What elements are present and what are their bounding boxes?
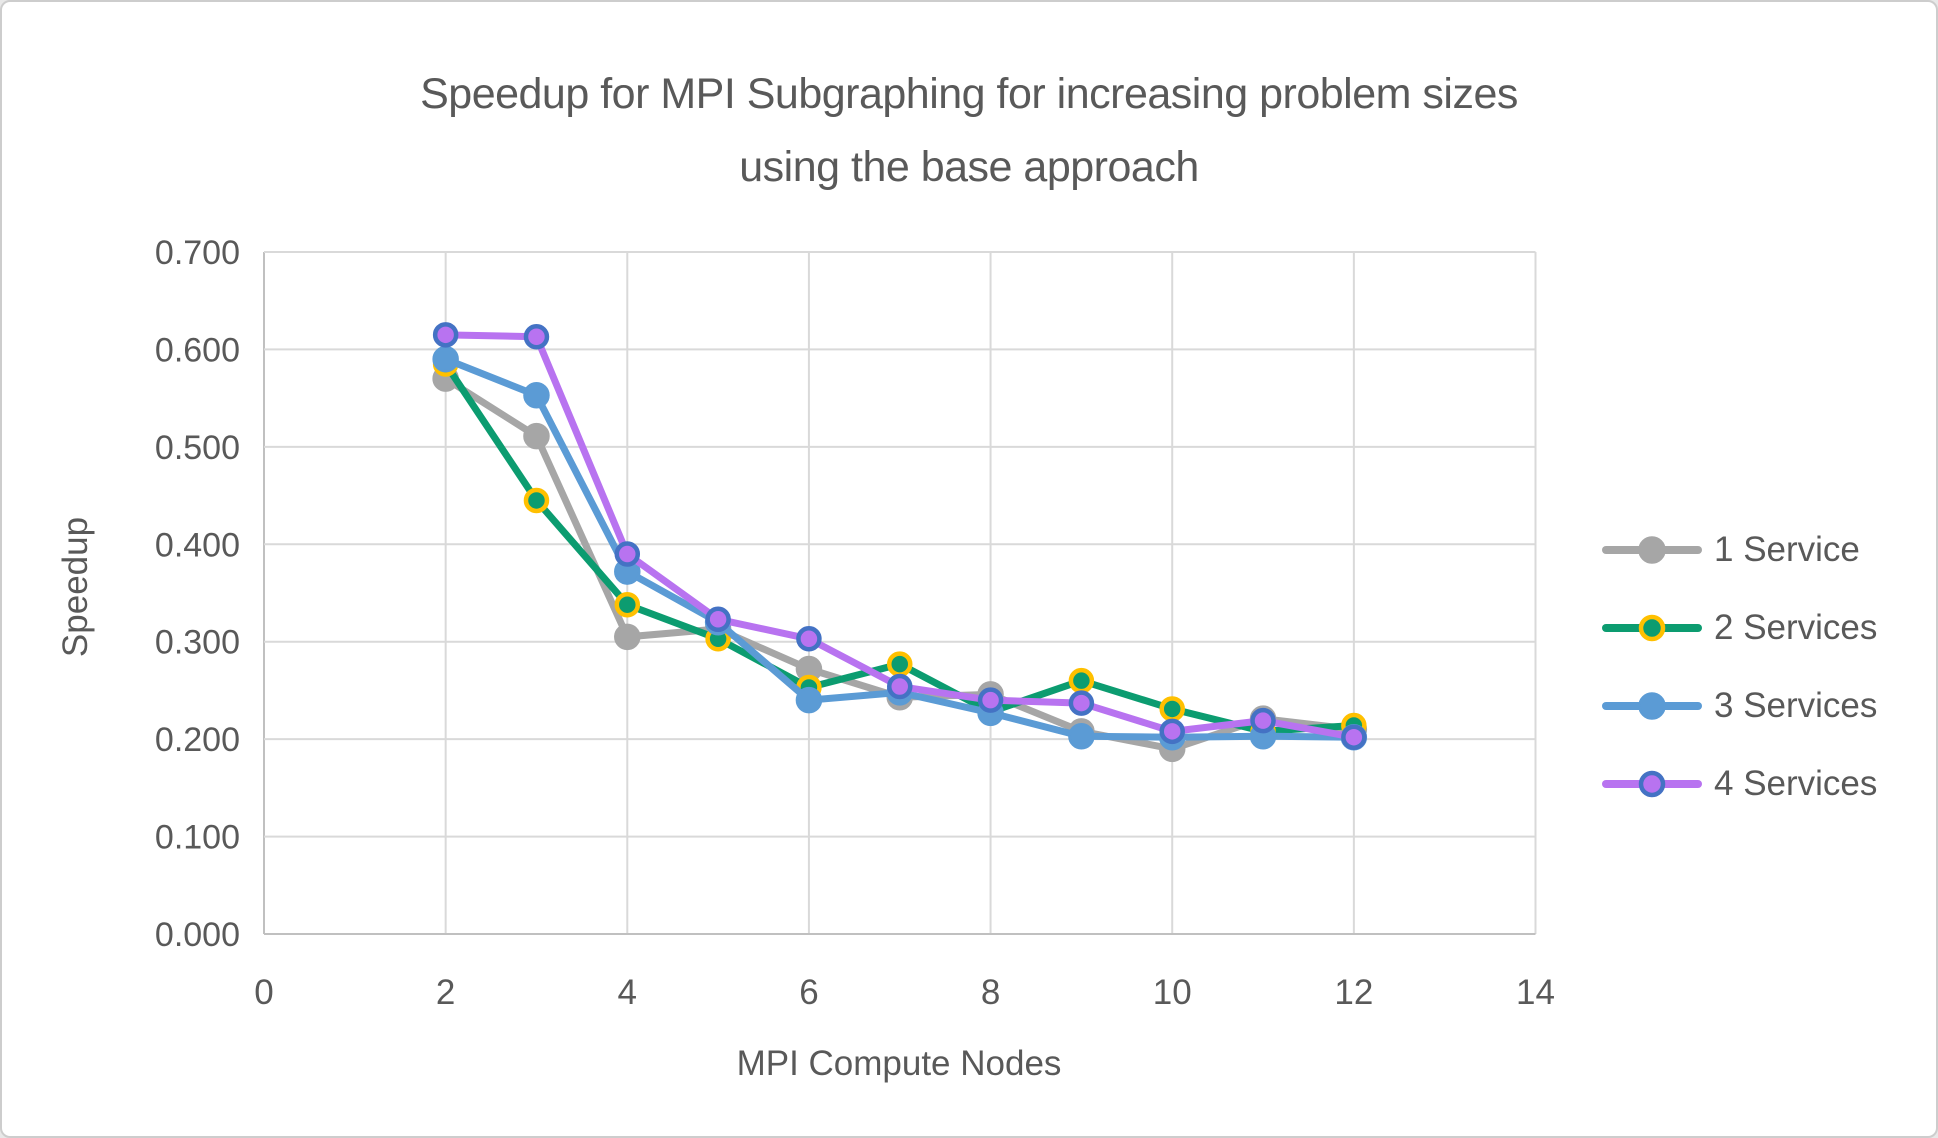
y-tick-label: 0.200 bbox=[155, 721, 240, 759]
data-point-4-services bbox=[1159, 718, 1185, 745]
data-point-4-services bbox=[1068, 690, 1095, 716]
data-point-1-service bbox=[614, 623, 641, 651]
x-axis-title: MPI Compute Nodes bbox=[736, 1044, 1062, 1083]
y-tick-label: 0.500 bbox=[155, 429, 240, 467]
x-tick-label: 10 bbox=[1153, 973, 1192, 1012]
legend: 1 Service 2 Services 3 Services 4 Servic… bbox=[1602, 511, 1932, 823]
data-point-4-services bbox=[1250, 707, 1276, 734]
chart-title: Speedup for MPI Subgraphing for increasi… bbox=[2, 58, 1936, 204]
legend-label: 1 Service bbox=[1714, 530, 1860, 569]
data-point-3-services bbox=[1068, 722, 1095, 750]
y-tick-label: 0.300 bbox=[155, 624, 240, 662]
data-point-2-services bbox=[523, 487, 550, 514]
data-point-2-services bbox=[1068, 667, 1095, 694]
x-tick-label: 8 bbox=[981, 973, 1000, 1012]
legend-label: 3 Services bbox=[1714, 686, 1878, 725]
legend-swatch-4-services bbox=[1602, 770, 1702, 798]
data-point-4-services bbox=[432, 322, 459, 348]
data-point-4-services bbox=[977, 687, 1004, 713]
data-point-4-services bbox=[887, 673, 913, 700]
data-point-2-services bbox=[614, 591, 641, 618]
x-tick-label: 0 bbox=[254, 973, 273, 1012]
x-tick-label: 12 bbox=[1334, 973, 1373, 1012]
data-point-4-services bbox=[1341, 724, 1367, 750]
legend-swatch-2-services bbox=[1602, 614, 1702, 642]
data-point-4-services bbox=[523, 324, 550, 350]
data-point-4-services bbox=[705, 606, 731, 633]
legend-item-4-services: 4 Services bbox=[1602, 745, 1932, 823]
legend-item-3-services: 3 Services bbox=[1602, 667, 1932, 745]
x-tick-label: 6 bbox=[799, 973, 818, 1012]
y-tick-label: 0.000 bbox=[155, 916, 240, 954]
chart-title-line-1: Speedup for MPI Subgraphing for increasi… bbox=[420, 70, 1518, 118]
x-tick-label: 14 bbox=[1516, 973, 1555, 1012]
x-tick-label: 2 bbox=[436, 973, 455, 1012]
y-tick-label: 0.400 bbox=[155, 526, 240, 564]
legend-label: 4 Services bbox=[1714, 764, 1878, 803]
y-tick-label: 0.700 bbox=[155, 234, 240, 272]
y-axis-title: Speedup bbox=[56, 516, 95, 658]
legend-marker bbox=[1638, 770, 1666, 798]
x-tick-label: 4 bbox=[618, 973, 637, 1012]
data-point-2-services bbox=[1159, 696, 1185, 722]
legend-item-2-services: 2 Services bbox=[1602, 589, 1932, 667]
legend-marker bbox=[1638, 692, 1666, 720]
legend-marker bbox=[1638, 536, 1666, 564]
data-point-4-services bbox=[796, 626, 822, 652]
y-tick-label: 0.100 bbox=[155, 819, 240, 857]
data-point-3-services bbox=[432, 345, 459, 373]
data-point-3-services bbox=[795, 686, 823, 714]
legend-swatch-1-service bbox=[1602, 536, 1702, 564]
legend-label: 2 Services bbox=[1714, 608, 1878, 647]
data-point-4-services bbox=[614, 541, 641, 567]
legend-marker bbox=[1638, 614, 1666, 642]
y-tick-label: 0.600 bbox=[155, 331, 240, 369]
data-point-2-services bbox=[887, 651, 913, 677]
chart-title-line-2: using the base approach bbox=[739, 143, 1199, 191]
data-point-1-service bbox=[523, 422, 550, 450]
legend-item-1-service: 1 Service bbox=[1602, 511, 1932, 589]
legend-swatch-3-services bbox=[1602, 692, 1702, 720]
data-point-3-services bbox=[523, 381, 550, 409]
